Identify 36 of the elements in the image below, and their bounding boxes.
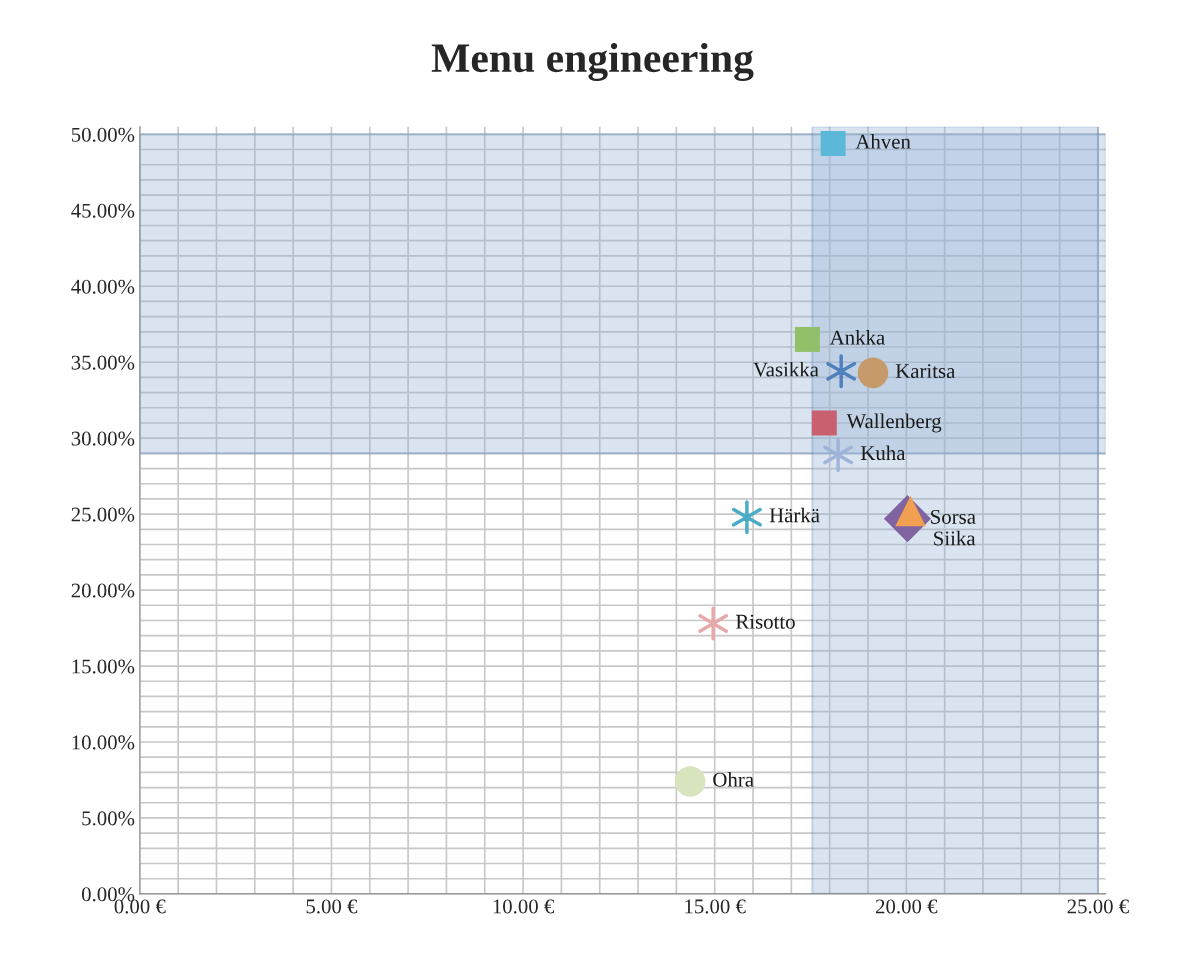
point <box>823 437 854 472</box>
point <box>857 357 889 389</box>
y-tick-label: 40.00% <box>71 279 135 294</box>
y-tick-label: 25.00% <box>71 507 135 522</box>
series-label: Ohra <box>713 772 754 787</box>
y-tick-label: 10.00% <box>72 735 135 750</box>
point <box>794 326 820 352</box>
x-tick-label: 20.00 € <box>875 899 938 914</box>
series-label: Siika <box>934 530 976 546</box>
point <box>811 410 837 436</box>
y-tick-label: 35.00% <box>71 355 135 370</box>
point <box>820 130 846 156</box>
x-tick-label: 25.00 € <box>1067 899 1129 914</box>
point <box>698 606 729 641</box>
series-label: Ankka <box>829 329 885 345</box>
series-label: Kuha <box>860 445 906 461</box>
point <box>826 354 857 389</box>
series-label: Karitsa <box>895 364 956 379</box>
series-label: Härkä <box>769 507 820 523</box>
x-tick-label: 10.00 € <box>493 899 555 914</box>
series-label: Vasikka <box>753 361 819 377</box>
series-label: Wallenberg <box>846 413 942 433</box>
series-label: Sorsa <box>931 509 976 524</box>
y-tick-label: 50.00% <box>71 127 135 142</box>
x-tick-label: 5.00 € <box>306 899 358 914</box>
series-label: Risotto <box>735 614 795 629</box>
y-tick-label: 15.00% <box>72 659 135 674</box>
y-tick-label: 45.00% <box>71 203 135 218</box>
y-tick-label: 20.00% <box>71 583 135 598</box>
y-tick-label: 5.00% <box>82 811 135 826</box>
chart-title: Menu engineering <box>431 42 754 81</box>
y-tick-label: 30.00% <box>71 431 135 446</box>
point <box>674 766 706 797</box>
point <box>731 500 762 535</box>
x-tick-label: 15.00 € <box>685 899 746 914</box>
series-label: Ahven <box>855 134 911 149</box>
